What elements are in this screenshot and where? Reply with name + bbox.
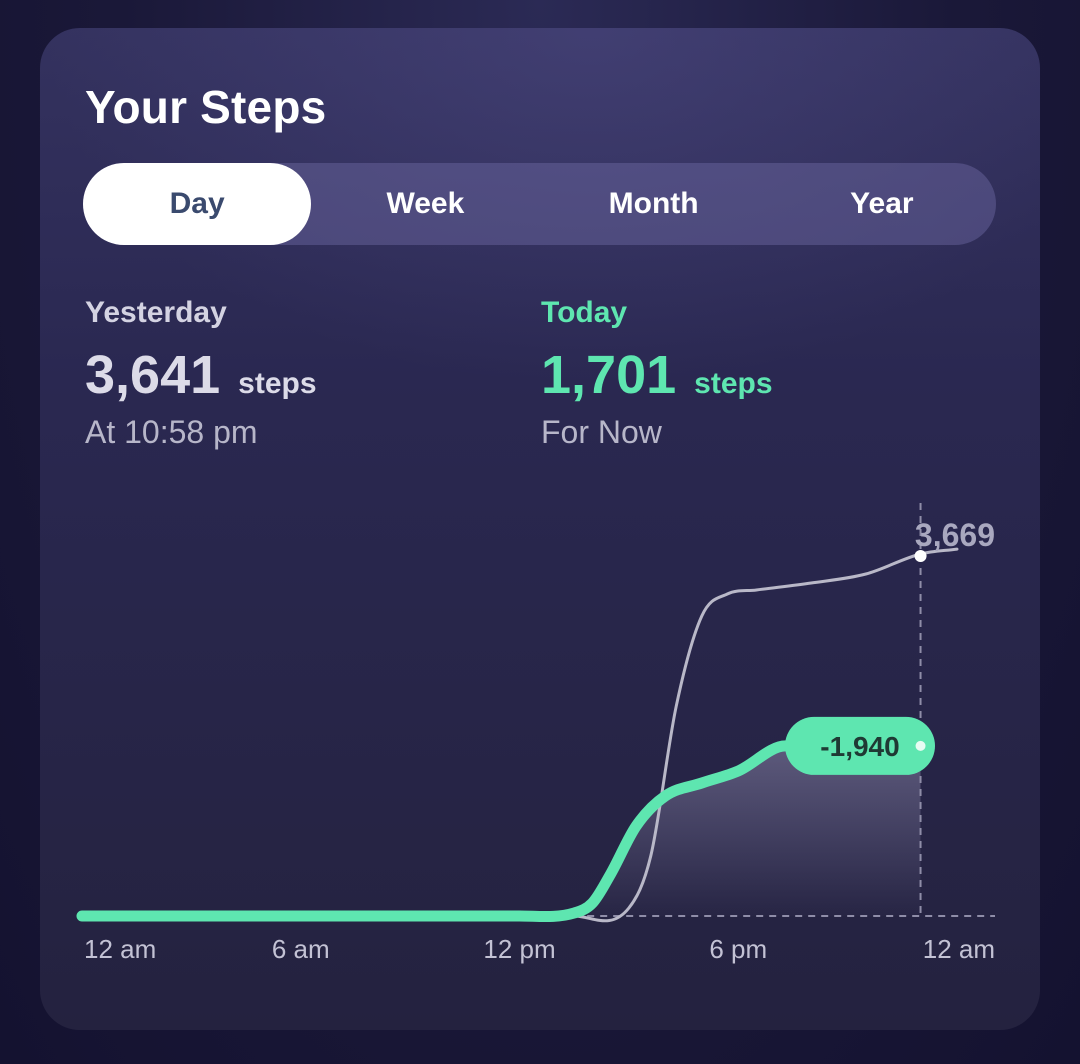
x-tick-label: 6 pm [709,934,767,964]
tab-month[interactable]: Month [608,187,699,220]
today-status: For Now [541,414,662,450]
difference-bubble [785,716,935,775]
tab-week[interactable]: Week [386,187,465,220]
x-tick-label: 12 am [923,934,995,964]
yesterday-steps-value: 3,641 [85,345,221,405]
x-tick-label: 6 am [272,934,330,964]
page-title: Your Steps [85,81,327,133]
difference-value-label: -1,940 [820,731,899,762]
yesterday-stat: Yesterday 3,641 steps At 10:58 pm [85,296,317,451]
today-end-point-center [915,740,926,751]
tab-day[interactable]: Day [83,163,312,245]
today-stat: Today 1,701 steps For Now [541,296,773,451]
today-steps-value: 1,701 [541,345,677,405]
yesterday-label: Yesterday [85,296,227,329]
yesterday-time: At 10:58 pm [85,414,258,450]
x-tick-label: 12 pm [483,934,555,964]
today-area-fill [574,745,921,916]
tab-year[interactable]: Year [850,187,914,220]
x-tick-label: 12 am [84,934,156,964]
period-tabs: Day Week Month Year [83,163,996,245]
yesterday-steps-unit: steps [238,367,317,400]
steps-chart: 3,669 -1,940 12 am 6 am 12 pm 6 pm 12 am [76,503,995,964]
steps-card: Your Steps Day Week Month Year Yesterday… [40,28,1040,1030]
series-today-line [76,740,927,923]
yesterday-end-point [914,550,927,562]
today-label: Today [541,296,628,329]
today-steps-unit: steps [694,367,773,400]
yesterday-end-value-label: 3,669 [915,517,995,553]
